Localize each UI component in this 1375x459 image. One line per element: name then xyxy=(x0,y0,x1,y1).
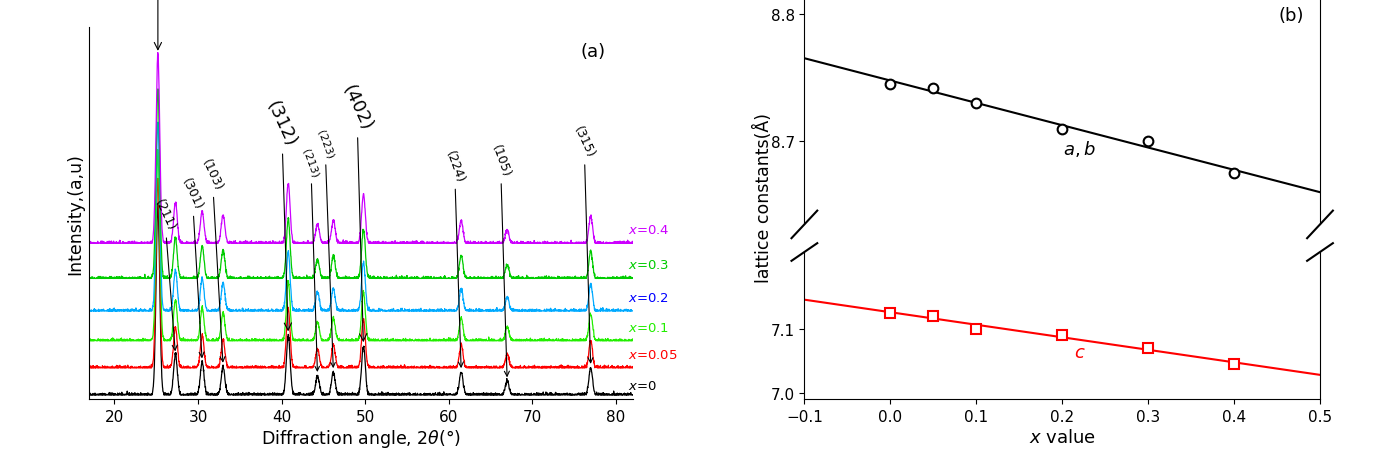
Text: $x$=0.3: $x$=0.3 xyxy=(628,259,670,272)
X-axis label: $x$ value: $x$ value xyxy=(1028,428,1096,446)
X-axis label: Diffraction angle, 2$\theta$(°): Diffraction angle, 2$\theta$(°) xyxy=(261,427,461,449)
Text: $a,b$: $a,b$ xyxy=(1063,139,1096,158)
Text: (002): (002) xyxy=(140,0,176,50)
Text: lattice constants(Å): lattice constants(Å) xyxy=(754,112,773,282)
Text: (213): (213) xyxy=(301,147,320,371)
Text: (312): (312) xyxy=(263,98,300,330)
Text: (a): (a) xyxy=(580,42,606,61)
Text: $x$=0.05: $x$=0.05 xyxy=(628,348,678,361)
Text: (105): (105) xyxy=(488,143,513,376)
Text: (301): (301) xyxy=(179,175,205,358)
Text: (223): (223) xyxy=(315,129,336,367)
Text: (224): (224) xyxy=(443,149,466,367)
Text: (b): (b) xyxy=(1279,7,1305,25)
Text: (211): (211) xyxy=(151,197,177,351)
Text: $x$=0.2: $x$=0.2 xyxy=(628,291,668,304)
Y-axis label: Intensity,(a,u): Intensity,(a,u) xyxy=(66,153,84,274)
Text: (315): (315) xyxy=(571,124,597,363)
Text: $x$=0: $x$=0 xyxy=(628,379,657,392)
Text: (103): (103) xyxy=(199,157,226,362)
Text: $x$=0.1: $x$=0.1 xyxy=(628,321,670,334)
Text: $x$=0.4: $x$=0.4 xyxy=(628,224,670,237)
Text: $c$: $c$ xyxy=(1074,344,1085,362)
Text: (402): (402) xyxy=(338,82,375,341)
